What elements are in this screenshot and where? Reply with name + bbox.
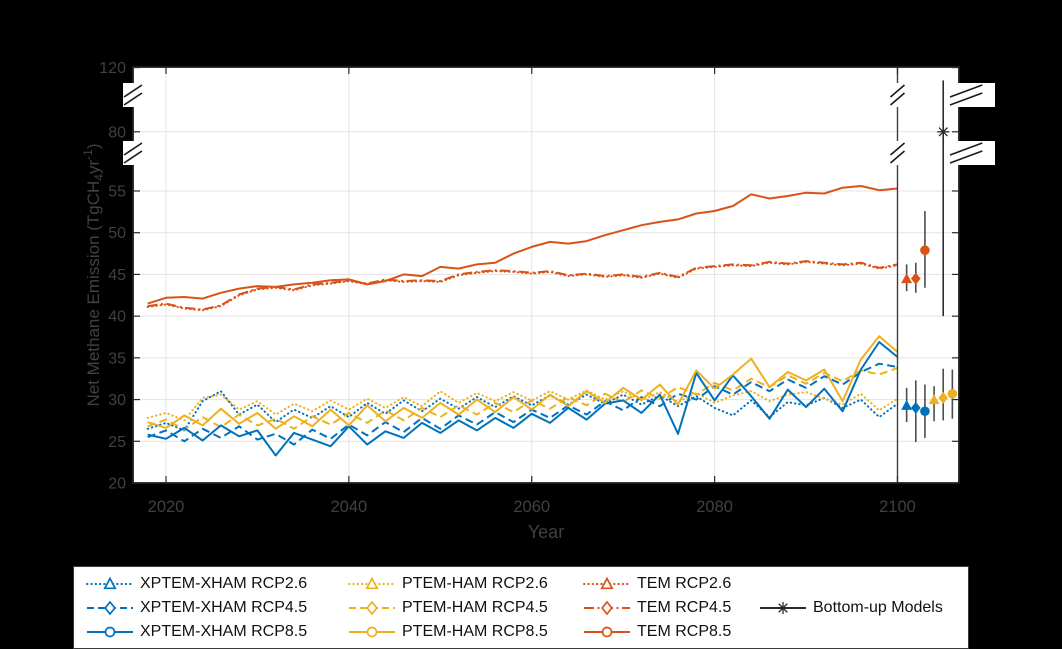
tick-label: 2100 [879, 498, 916, 516]
tick-label: 35 [108, 350, 126, 367]
tick-label: 30 [108, 392, 126, 409]
legend-item: TEM RCP8.5 [583, 621, 731, 643]
tick-label: 120 [99, 60, 126, 77]
series-line [147, 341, 899, 457]
circle-line-sample-icon [87, 626, 133, 638]
series-line [147, 362, 898, 446]
asterisk-line-sample-icon [760, 602, 806, 614]
legend-label: TEM RCP4.5 [637, 599, 732, 616]
legend-item: TEM RCP4.5 [583, 597, 731, 619]
triangle-line-sample-icon [583, 576, 631, 590]
legend-label: PTEM-HAM RCP2.6 [402, 575, 548, 592]
gridlines [133, 67, 959, 483]
diamond-line-sample-icon [584, 600, 630, 616]
series-line [146, 390, 899, 432]
legend-item: PTEM-HAM RCP2.6 [348, 573, 548, 595]
diamond-line-sample-icon [349, 600, 395, 616]
legend-label: XPTEM-XHAM RCP2.6 [140, 575, 308, 592]
legend-label: XPTEM-XHAM RCP4.5 [140, 599, 308, 616]
tick-label: 50 [108, 225, 126, 242]
circle-line-sample-icon [584, 626, 630, 638]
methane-emission-chart: 20 25 30 35 40 45 50 55 80 120 2020 2040 2060 2080 210… [81, 60, 995, 542]
tick-label: 25 [108, 434, 126, 451]
tick-label: 2020 [148, 498, 185, 516]
legend-label: PTEM-HAM RCP4.5 [402, 599, 548, 616]
circle-line-sample-icon [349, 626, 395, 638]
tick-label: 40 [108, 309, 126, 326]
y-axis-label: Net Methane Emission (TgCH4yr-1) [81, 143, 106, 406]
series-line [147, 185, 898, 305]
error-bars [901, 80, 958, 443]
series-line [147, 335, 899, 430]
legend: XPTEM-XHAM RCP2.6 XPTEM-XHAM RCP4.5 XPTEM-… [73, 566, 969, 649]
tick-label: 2040 [331, 498, 368, 516]
data-series [146, 185, 899, 457]
legend-item: XPTEM-XHAM RCP2.6 [86, 573, 307, 595]
tick-label: 2060 [513, 498, 550, 516]
x-axis-label: Year [528, 522, 564, 542]
axis-break-marks [123, 83, 995, 165]
diamond-line-sample-icon [87, 600, 133, 616]
tick-label: 55 [108, 183, 126, 200]
tick-labels: 20 25 30 35 40 45 50 55 80 120 2020 2040 2060 2080 210… [99, 60, 916, 516]
legend-item: PTEM-HAM RCP4.5 [348, 597, 548, 619]
tick-label: 80 [108, 124, 126, 141]
legend-label: TEM RCP8.5 [637, 623, 732, 640]
legend-item: PTEM-HAM RCP8.5 [348, 621, 548, 643]
legend-item: XPTEM-XHAM RCP8.5 [86, 621, 307, 643]
legend-label: Bottom-up Models [813, 599, 943, 616]
triangle-line-sample-icon [348, 576, 396, 590]
tick-label: 2080 [696, 498, 733, 516]
legend-item: Bottom-up Models [759, 597, 943, 619]
triangle-line-sample-icon [86, 576, 134, 590]
legend-label: PTEM-HAM RCP8.5 [402, 623, 548, 640]
legend-item: TEM RCP2.6 [583, 573, 731, 595]
legend-label: TEM RCP2.6 [637, 575, 732, 592]
legend-label: XPTEM-XHAM RCP8.5 [140, 623, 308, 640]
tick-label: 45 [108, 267, 126, 284]
series-line [146, 389, 899, 422]
legend-item: XPTEM-XHAM RCP4.5 [86, 597, 307, 619]
tick-label: 20 [108, 476, 126, 493]
series-line [147, 260, 898, 311]
tick-marks [133, 66, 959, 484]
